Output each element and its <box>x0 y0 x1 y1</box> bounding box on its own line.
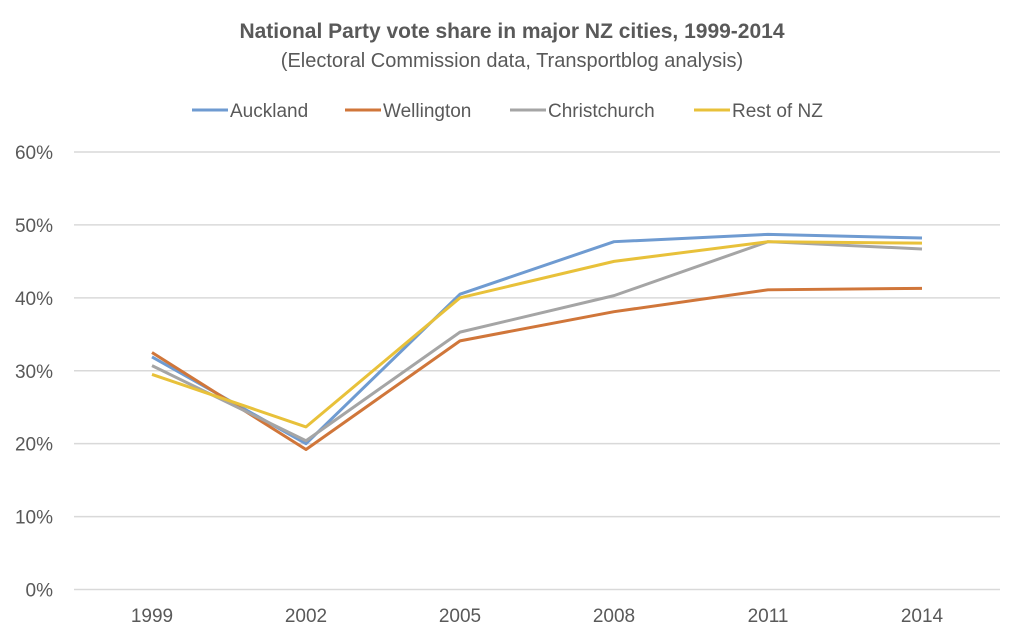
series-line-rest-of-nz <box>151 240 923 429</box>
chart-subtitle: (Electoral Commission data, Transportblo… <box>281 50 743 72</box>
legend-label: Auckland <box>230 101 308 122</box>
x-tick-label: 2014 <box>901 606 944 627</box>
x-tick-label: 2011 <box>748 606 789 627</box>
chart-title: National Party vote share in major NZ ci… <box>239 20 784 43</box>
series-line-wellington <box>151 286 923 451</box>
x-axis-ticks: 1999 2002 2005 2008 2011 2014 <box>131 606 944 627</box>
y-tick-label: 60% <box>15 143 53 164</box>
y-tick-label: 10% <box>15 508 53 529</box>
y-tick-label: 50% <box>15 216 53 237</box>
legend-label: Wellington <box>383 101 471 122</box>
x-tick-label: 2002 <box>285 606 327 627</box>
legend: Auckland Wellington Christchurch Rest of NZ <box>192 101 823 122</box>
legend-item: Christchurch <box>510 101 655 122</box>
y-tick-label: 20% <box>15 435 53 456</box>
y-tick-label: 40% <box>15 289 53 310</box>
y-tick-label: 30% <box>15 362 53 383</box>
x-tick-label: 1999 <box>131 606 173 627</box>
y-axis-ticks: 0% 10% 20% 30% 40% 50% 60% <box>15 143 53 602</box>
legend-label: Rest of NZ <box>732 101 823 122</box>
series-lines <box>151 232 923 451</box>
legend-item: Auckland <box>192 101 308 122</box>
y-tick-label: 0% <box>26 581 54 602</box>
legend-label: Christchurch <box>548 101 655 122</box>
x-tick-label: 2008 <box>593 606 635 627</box>
series-line-christchurch <box>151 240 923 443</box>
legend-item: Rest of NZ <box>694 101 823 122</box>
legend-item: Wellington <box>345 101 471 122</box>
x-tick-label: 2005 <box>439 606 481 627</box>
gridlines <box>74 151 1000 591</box>
